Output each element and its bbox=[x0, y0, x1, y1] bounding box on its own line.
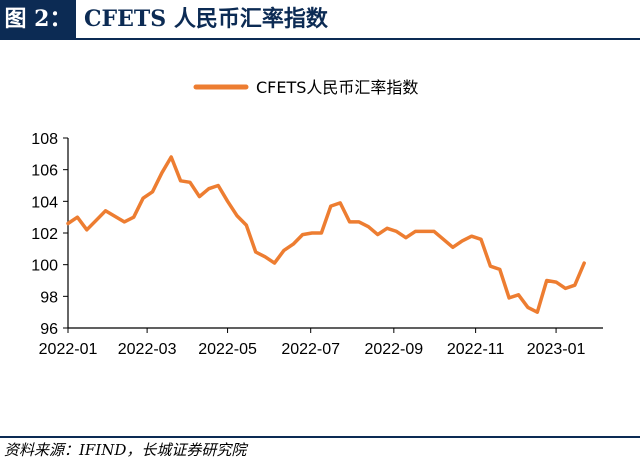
y-tick-label: 108 bbox=[31, 131, 58, 148]
header-divider bbox=[0, 38, 640, 40]
footer-divider bbox=[0, 436, 640, 438]
x-tick-label: 2022-05 bbox=[198, 341, 257, 358]
y-tick-label: 98 bbox=[40, 289, 58, 306]
figure-label: 图 2： bbox=[0, 0, 76, 38]
source-note: 资料来源：IFIND，长城证券研究院 bbox=[4, 441, 247, 459]
x-axis-ticks: 2022-01 2022-03 2022-05 2022-07 2022-09 2022-… bbox=[39, 328, 586, 358]
x-tick-label: 2022-01 bbox=[39, 341, 98, 358]
line-chart: CFETS人民币汇率指数 96 98 100 102 104 106 108 2022-01… bbox=[31, 78, 603, 358]
y-tick-label: 102 bbox=[31, 226, 58, 243]
y-axis-ticks: 96 98 100 102 104 106 108 bbox=[31, 131, 68, 338]
x-tick-label: 2022-03 bbox=[118, 341, 177, 358]
series-line bbox=[66, 155, 586, 314]
figure-title: CFETS 人民币汇率指数 bbox=[84, 6, 328, 32]
figure-header: 图 2： CFETS 人民币汇率指数 bbox=[0, 0, 640, 38]
chart-series bbox=[66, 155, 586, 314]
y-tick-label: 106 bbox=[31, 163, 58, 180]
y-tick-label: 100 bbox=[31, 258, 58, 275]
x-tick-label: 2022-09 bbox=[364, 341, 423, 358]
y-tick-label: 96 bbox=[40, 321, 58, 338]
x-tick-label: 2023-01 bbox=[527, 341, 586, 358]
x-tick-label: 2022-07 bbox=[281, 341, 340, 358]
chart-legend: CFETS人民币汇率指数 bbox=[193, 78, 418, 97]
legend-label: CFETS人民币汇率指数 bbox=[256, 78, 418, 97]
x-tick-label: 2022-11 bbox=[447, 341, 505, 358]
y-tick-label: 104 bbox=[31, 194, 58, 211]
